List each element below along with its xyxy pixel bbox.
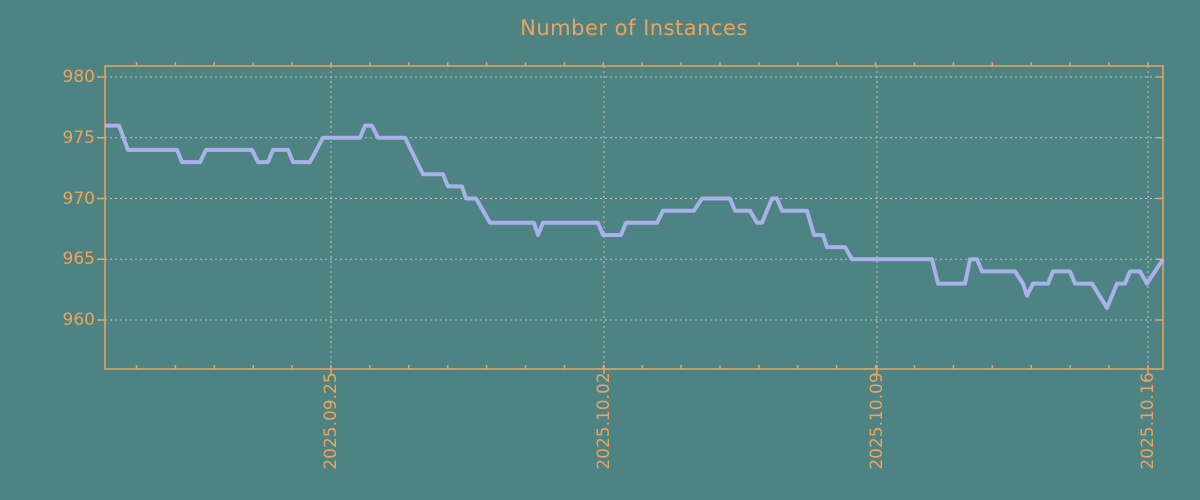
x-axis-label: 2025.10.02 — [594, 372, 614, 470]
series-line — [105, 123, 1165, 310]
y-axis-label: 975 — [62, 127, 95, 148]
y-axis-label: 960 — [62, 310, 95, 330]
x-axis-label: 2025.09.25 — [321, 372, 341, 470]
y-axis-label: 965 — [62, 249, 95, 270]
x-axis-label: 2025.10.09 — [867, 372, 887, 470]
y-axis-label: 980 — [62, 67, 95, 87]
chart-title: Number of Instances — [520, 16, 748, 40]
plot-frame — [104, 65, 1164, 370]
x-axis-label: 2025.10.16 — [1138, 372, 1158, 470]
y-axis-label: 970 — [62, 188, 95, 209]
